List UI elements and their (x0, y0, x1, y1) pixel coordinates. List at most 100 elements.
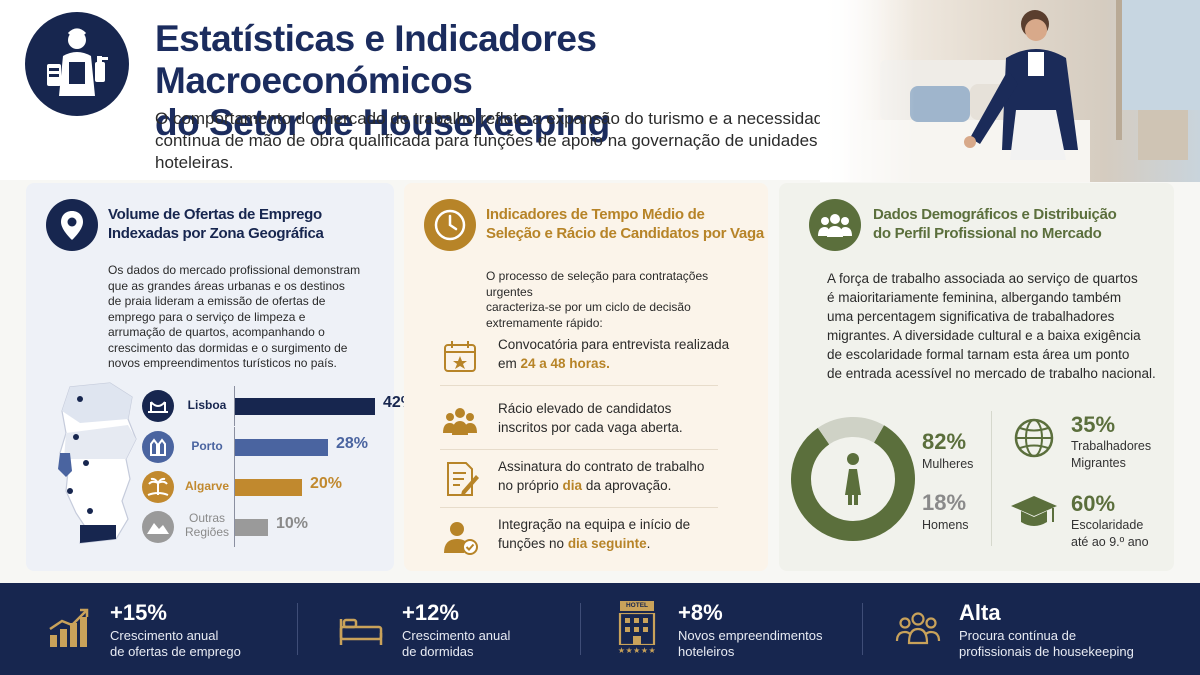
bridge-icon (142, 390, 174, 422)
footer-stats-bar: +15% Crescimento anual de ofertas de emp… (0, 583, 1200, 675)
portugal-map (58, 382, 137, 544)
page-subtitle: O comportamento do mercado de trabalho r… (155, 108, 875, 174)
divider (440, 507, 718, 508)
migrants-label: Trabalhadores Migrantes (1071, 438, 1151, 472)
footer-stat-label-line-1: Crescimento anual (402, 628, 511, 643)
item-line-2: no próprio dia da aprovação. (498, 476, 738, 495)
logo (25, 12, 129, 116)
panel-selection-text: O processo de seleção para contratações … (486, 269, 756, 331)
item-highlight: dia (562, 478, 583, 493)
list-item: Convocatória para entrevista realizada e… (440, 331, 740, 379)
bar-value-label: 28% (336, 435, 369, 452)
bed-icon (339, 618, 383, 645)
globe-icon (1014, 418, 1054, 458)
panel-demographics-title: Dados Demográficos e Distribuição do Per… (873, 205, 1117, 243)
migrants-label-line-2: Migrantes (1071, 456, 1126, 470)
item-text: Convocatória para entrevista realizada e… (498, 335, 738, 373)
panel-selection-title-line-2: Seleção e Rácio de Candidatos por Vaga (486, 225, 764, 242)
user-check-icon (444, 522, 478, 555)
women-percentage: 82% (922, 429, 967, 454)
footer-stat-label-line-2: de dormidas (402, 644, 474, 659)
housekeeper-icon (47, 28, 108, 96)
schooling-percentage: 60% (1071, 491, 1116, 516)
footer-stat-label-line-1: Crescimento anual (110, 628, 219, 643)
item-text: Assinatura do contrato de trabalho no pr… (498, 457, 738, 495)
bar (235, 398, 375, 415)
schooling-label-line-1: Escolaridade (1071, 518, 1144, 532)
panel-geographic: Volume de Ofertas de Emprego Indexadas p… (26, 183, 415, 571)
stars-rating: ★★★★★ (617, 646, 657, 655)
text-line: novos empreendimentos turísticos no país… (108, 356, 337, 370)
divider (440, 449, 718, 450)
hotel-badge: HOTEL (620, 601, 654, 611)
bar-axis (234, 386, 235, 426)
footer-stat-new-hotels: HOTEL ★★★★★ +8% Novos empreendimentos ho… (614, 583, 854, 675)
text-line: uma percentagem significativa de trabalh… (827, 309, 1115, 324)
hotel-building-icon: HOTEL ★★★★★ (614, 601, 660, 657)
item-text: Rácio elevado de candidatos inscritos po… (498, 399, 738, 437)
schooling-label: Escolaridade até ao 9.º ano (1071, 517, 1149, 551)
team-icon (895, 612, 941, 645)
title-line-1: Estatísticas e Indicadores Macroeconómic… (155, 18, 597, 101)
footer-stat-value: +8% (678, 600, 723, 625)
item-highlight: dia seguinte (567, 536, 647, 551)
item-line-2: inscritos por cada vaga aberta. (498, 420, 683, 435)
item-line-2: em 24 a 48 horas. (498, 354, 738, 373)
footer-divider (580, 603, 581, 655)
footer-stat-label: Crescimento anual de ofertas de emprego (110, 628, 241, 660)
bar-label: Outras Regiões (184, 511, 230, 539)
bar (235, 439, 328, 456)
text-line: extremamente rápido: (486, 315, 603, 330)
footer-stat-value: +15% (110, 600, 167, 625)
map-pin-icon (46, 199, 98, 251)
text-line: que as grandes áreas urbanas e os destin… (108, 278, 345, 293)
text-line: caracteriza-se por um ciclo de decisão (486, 300, 691, 314)
calendar-icon (444, 341, 476, 372)
panel-demographics-title-line-2: do Perfil Profissional no Mercado (873, 225, 1102, 242)
footer-stat-label: Novos empreendimentos hoteleiros (678, 628, 823, 660)
women-label: Mulheres (922, 457, 974, 471)
people-group-icon (443, 408, 477, 435)
footer-stat-label-line-2: de ofertas de emprego (110, 644, 241, 659)
footer-stat-demand: Alta Procura contínua de profissionais d… (895, 583, 1185, 675)
migrants-label-line-1: Trabalhadores (1071, 439, 1152, 453)
schooling-label-line-2: até ao 9.º ano (1071, 535, 1149, 549)
panel-demographics: Dados Demográficos e Distribuição do Per… (779, 183, 1174, 571)
bar-axis (234, 467, 235, 507)
bar-label: Algarve (184, 479, 230, 493)
donut-slice-homens (791, 417, 915, 541)
bar-row: Porto 28% (142, 427, 392, 467)
text-line: crescimento das dormidas e o surgimento … (108, 340, 348, 355)
list-item: Integração na equipa e início de funções… (440, 511, 740, 559)
footer-stat-label-line-1: Novos empreendimentos (678, 628, 823, 643)
bar-label: Porto (191, 439, 223, 453)
text-line: de entrada acessível no mercado de traba… (827, 366, 1156, 381)
text-line: A força de trabalho associada ao serviço… (827, 271, 1138, 286)
bar-axis (234, 427, 235, 467)
bar (235, 479, 302, 496)
item-line-1: Rácio elevado de candidatos (498, 401, 672, 416)
panel-geographic-title-line-1: Volume de Ofertas de Emprego (108, 206, 322, 223)
bar-row: Lisboa 42% (142, 386, 415, 426)
cathedral-icon (142, 431, 174, 463)
bar-row: Outras Regiões 10% (142, 507, 392, 547)
footer-stat-label: Procura contínua de profissionais de hou… (959, 628, 1134, 660)
woman-icon (845, 453, 861, 505)
footer-divider (862, 603, 863, 655)
men-label: Homens (922, 518, 969, 532)
page-title: Estatísticas e Indicadores Macroeconómic… (155, 18, 915, 144)
stats-divider (991, 411, 992, 546)
item-line-2-end: da aprovação. (582, 478, 672, 493)
panel-demographics-text: A força de trabalho associada ao serviço… (827, 269, 1167, 383)
migrants-percentage: 35% (1071, 412, 1116, 437)
footer-stat-job-offers: +15% Crescimento anual de ofertas de emp… (46, 583, 286, 675)
footer-stat-value: Alta (959, 600, 1001, 625)
panel-geographic-title-line-2: Indexadas por Zona Geográfica (108, 225, 324, 242)
footer-stat-label: Crescimento anual de dormidas (402, 628, 510, 660)
list-item: Rácio elevado de candidatos inscritos po… (440, 395, 740, 443)
item-highlight: 24 a 48 horas. (520, 356, 610, 371)
panel-selection-title-line-1: Indicadores de Tempo Médio de (486, 206, 705, 223)
bar-row: Algarve 20% (142, 467, 392, 507)
clock-icon (424, 199, 476, 251)
gender-donut-chart (791, 417, 915, 541)
